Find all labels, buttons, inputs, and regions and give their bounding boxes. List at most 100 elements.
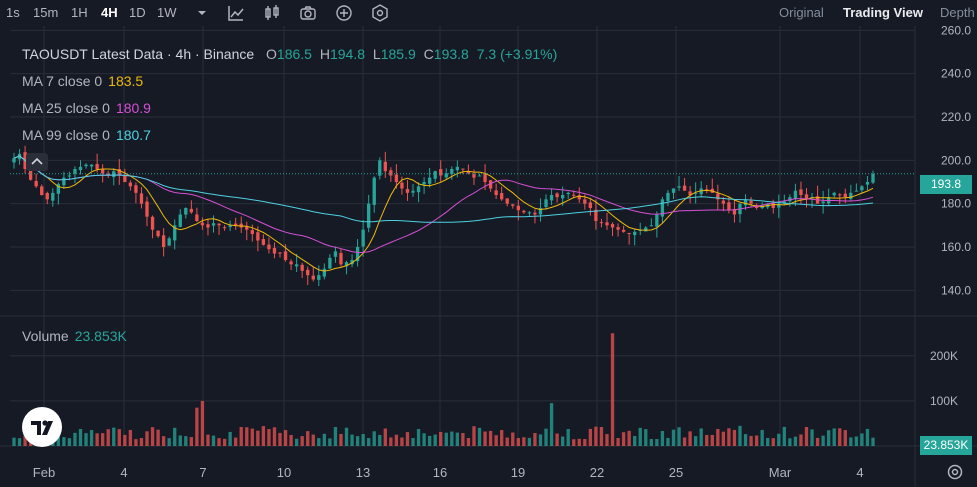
candle-body (439, 169, 443, 176)
ma99-line (13, 155, 874, 223)
interval-1s[interactable]: 1s (6, 5, 20, 20)
view-tab-depth[interactable]: Depth (940, 5, 975, 20)
candle-body (860, 186, 864, 191)
volume-bar (743, 434, 748, 446)
volume-bar (771, 438, 775, 446)
ma25-legend[interactable]: MA 25 close 0 180.9 (22, 99, 151, 117)
open-value: 186.5 (276, 46, 312, 62)
price-chart[interactable]: 260.0 240.0 220.0 200.0 180.0 160.0 140.0 200K 1… (0, 26, 977, 487)
candle-body (533, 212, 537, 215)
candle-body (494, 190, 498, 195)
date-tick-label: 25 (669, 465, 683, 480)
interval-1w[interactable]: 1W (157, 5, 177, 20)
candle-body (616, 227, 620, 230)
view-tab-trading-view[interactable]: Trading View (843, 5, 923, 20)
candle-body (261, 239, 266, 245)
volume-bar (560, 436, 565, 446)
date-tick-label: 10 (277, 465, 291, 480)
candle-body (782, 201, 786, 204)
volume-bar (272, 427, 277, 446)
volume-bar (782, 426, 786, 446)
candles (12, 145, 875, 287)
indicators-chart-icon[interactable] (226, 3, 246, 23)
volume-bar (633, 435, 637, 446)
volume-bar (278, 432, 282, 446)
volume-bar (494, 435, 498, 446)
ma7-legend[interactable]: MA 7 close 0 183.5 (22, 72, 143, 90)
close-value: 193.8 (433, 46, 469, 62)
volume-bar (328, 438, 332, 446)
more-intervals-dropdown-icon[interactable] (192, 3, 212, 23)
candle-body (300, 264, 304, 271)
candle-body (62, 177, 66, 186)
settings-hex-icon[interactable] (370, 3, 390, 23)
volume-bar (766, 437, 770, 446)
volume-bar (483, 431, 487, 446)
candle-body (278, 252, 282, 254)
candle-body (577, 195, 581, 200)
candle-body (854, 190, 859, 192)
candle-body (139, 193, 144, 204)
volume-bar (228, 431, 232, 446)
candle-body (245, 226, 249, 230)
candle-body (200, 222, 205, 226)
volume-bar (588, 428, 593, 446)
interval-15m[interactable]: 15m (33, 5, 59, 20)
candle-body (627, 232, 631, 234)
volume-bar (95, 433, 99, 446)
volume-bar (167, 438, 171, 446)
candle-body (771, 203, 775, 208)
chart-type-candles-icon[interactable] (262, 3, 282, 23)
candle-body (294, 264, 299, 267)
volume-bar (832, 428, 836, 446)
ma99-value: 180.7 (115, 127, 151, 143)
interval-4h[interactable]: 4H (101, 5, 118, 20)
volume-bar (461, 433, 465, 446)
candle-body (117, 169, 121, 176)
interval-1d[interactable]: 1D (129, 5, 146, 20)
candle-body (311, 275, 315, 280)
candle-body (156, 230, 160, 237)
candle-body (189, 208, 194, 213)
candle-body (228, 225, 232, 228)
candle-body (727, 202, 731, 211)
volume-bar (355, 436, 360, 446)
date-tick-label: 4 (856, 465, 863, 480)
candle-body (355, 247, 360, 262)
candle-body (821, 201, 825, 204)
volume-bar (67, 438, 72, 446)
candle-body (583, 199, 587, 204)
volume-bar (732, 429, 737, 446)
candle-body (28, 167, 33, 180)
candle-body (416, 186, 421, 193)
candle-body (178, 214, 182, 227)
candle-body (538, 208, 543, 215)
candle-body (777, 203, 781, 208)
ma25-line (13, 155, 874, 253)
volume-bar (89, 430, 94, 446)
volume-bar (688, 431, 692, 446)
candle-body (78, 166, 83, 171)
candle-body (649, 225, 653, 227)
ma99-legend[interactable]: MA 99 close 0 180.7 (22, 126, 151, 144)
camera-screenshot-icon[interactable] (298, 3, 318, 23)
candle-body (339, 253, 343, 265)
candle-body (444, 173, 448, 178)
volume-bar (367, 438, 371, 446)
interval-1h[interactable]: 1H (71, 5, 88, 20)
volume-bar (799, 434, 803, 446)
volume-bar (211, 435, 216, 446)
volume-bar (505, 437, 509, 446)
collapse-legend-chevron-icon[interactable] (26, 153, 48, 171)
volume-bar (854, 436, 859, 446)
add-indicator-plus-icon[interactable] (334, 3, 354, 23)
ma99-label: MA 99 close 0 (22, 127, 110, 143)
chart-settings-gear-icon[interactable] (945, 462, 965, 482)
view-tab-original[interactable]: Original (779, 5, 824, 20)
candle-body (455, 166, 460, 171)
volume-bar (804, 426, 809, 446)
volume-bar (516, 438, 520, 446)
volume-bar (616, 437, 620, 446)
tradingview-logo (22, 407, 62, 447)
high-value: 194.8 (329, 46, 366, 62)
